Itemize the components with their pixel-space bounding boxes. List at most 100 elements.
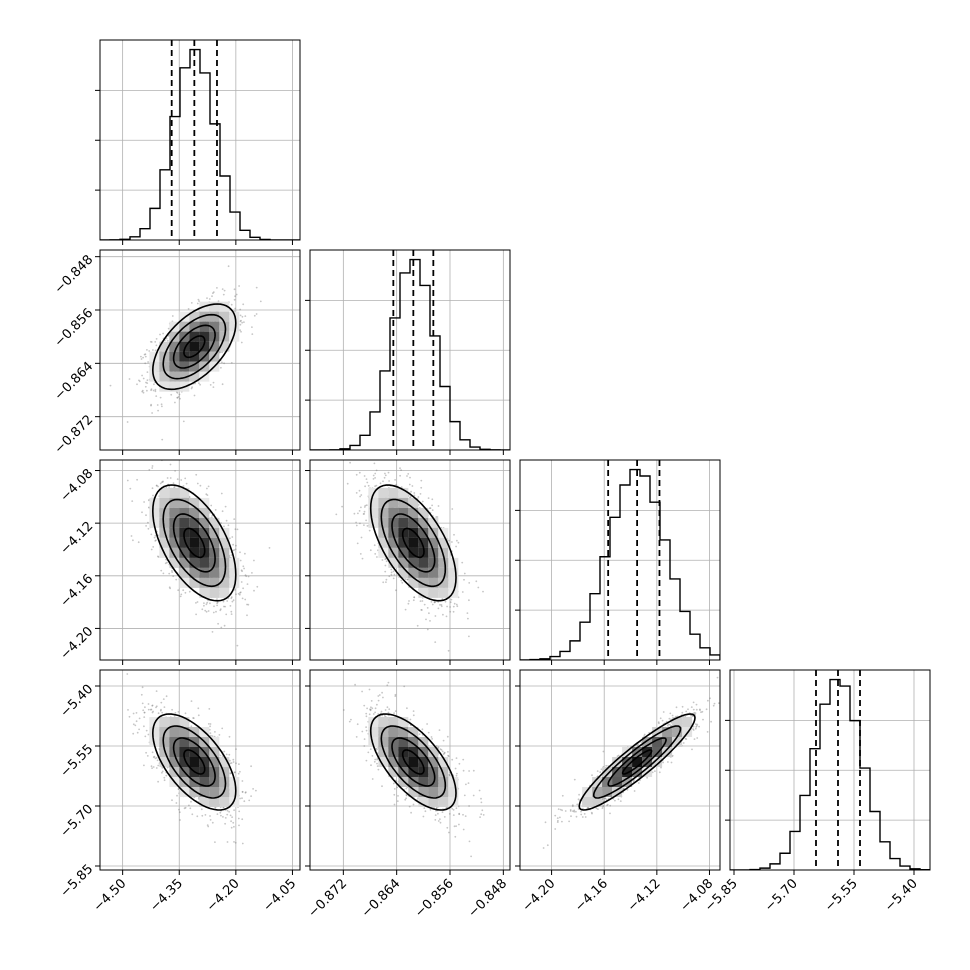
sample-point	[197, 714, 200, 717]
sample-point	[468, 582, 471, 584]
sample-point	[420, 479, 423, 482]
sample-point	[407, 602, 410, 605]
sample-point	[145, 525, 148, 527]
sample-point	[176, 392, 179, 394]
sample-point	[468, 635, 470, 638]
sample-point	[154, 390, 157, 393]
sample-point	[241, 315, 244, 318]
sample-point	[428, 612, 430, 615]
sample-point	[241, 597, 244, 600]
sample-point	[240, 341, 243, 344]
histogram-step-1	[100, 48, 300, 240]
scatter-panel-3-1: −4.20−4.16−4.12−4.08	[58, 458, 301, 665]
sample-point	[255, 313, 258, 315]
sample-point	[335, 513, 338, 516]
sample-point	[404, 608, 407, 611]
sample-point	[234, 295, 237, 298]
sample-point	[374, 553, 377, 555]
sample-point	[425, 618, 427, 621]
sample-point	[431, 498, 434, 501]
sample-point	[417, 496, 420, 498]
sample-point	[233, 518, 236, 520]
sample-point	[157, 409, 160, 412]
sample-point	[150, 548, 153, 551]
sample-point	[358, 510, 361, 512]
sample-point	[206, 494, 209, 496]
sample-point	[201, 608, 204, 611]
sample-point	[226, 809, 229, 812]
sample-point	[233, 841, 235, 843]
sample-point	[206, 297, 208, 299]
sample-point	[147, 708, 150, 711]
y-tick-label: −4.12	[58, 519, 97, 558]
sample-point	[259, 300, 262, 303]
sample-point	[175, 578, 178, 581]
sample-point	[211, 631, 214, 633]
sample-point	[419, 600, 422, 602]
sample-point	[229, 605, 232, 607]
sample-point	[455, 545, 457, 548]
sample-point	[419, 493, 422, 495]
sample-point	[230, 362, 233, 364]
sample-point	[452, 610, 455, 613]
sample-point	[195, 613, 198, 616]
sample-point	[388, 575, 391, 578]
sample-point	[171, 315, 174, 317]
sample-point	[146, 382, 149, 384]
sample-point	[449, 601, 452, 604]
sample-point	[230, 610, 233, 613]
sample-point	[138, 379, 140, 382]
sample-point	[157, 780, 160, 783]
sample-point	[167, 335, 170, 337]
sample-point	[239, 770, 241, 773]
sample-point	[452, 605, 455, 608]
sample-point	[212, 386, 215, 388]
sample-point	[360, 494, 363, 496]
sample-point	[160, 569, 163, 572]
sample-point	[157, 485, 159, 488]
sample-point	[152, 546, 155, 548]
sample-point	[137, 541, 140, 544]
sample-point	[407, 473, 410, 475]
sample-point	[349, 461, 351, 464]
sample-point	[220, 626, 223, 629]
sample-point	[240, 581, 243, 583]
sample-point	[400, 469, 402, 471]
sample-point	[165, 337, 168, 340]
sample-point	[171, 708, 174, 711]
sample-point	[147, 527, 150, 530]
sample-point	[365, 519, 367, 522]
sample-point	[150, 403, 153, 406]
sample-point	[161, 438, 164, 441]
sample-point	[238, 763, 240, 765]
sample-point	[355, 492, 358, 494]
sample-point	[155, 338, 158, 340]
sample-point	[348, 451, 350, 453]
sample-point	[223, 605, 225, 608]
sample-point	[236, 644, 239, 647]
sample-point	[196, 482, 199, 485]
sample-point	[430, 601, 433, 603]
sample-point	[239, 308, 242, 311]
sample-point	[363, 475, 366, 477]
sample-point	[144, 353, 147, 356]
sample-point	[132, 712, 135, 715]
sample-point	[162, 332, 165, 335]
sample-point	[141, 389, 144, 392]
sample-point	[242, 565, 245, 568]
sample-point	[157, 556, 160, 558]
sample-point	[239, 314, 242, 317]
sample-point	[467, 617, 469, 620]
sample-point	[448, 539, 450, 542]
sample-point	[385, 578, 388, 581]
sample-point	[175, 802, 178, 804]
sample-point	[153, 383, 155, 386]
sample-point	[170, 458, 172, 460]
sample-point	[453, 602, 456, 605]
sample-point	[238, 285, 241, 287]
sample-point	[182, 589, 185, 592]
sample-point	[132, 732, 135, 735]
sample-point	[215, 610, 217, 613]
sample-point	[431, 603, 434, 606]
